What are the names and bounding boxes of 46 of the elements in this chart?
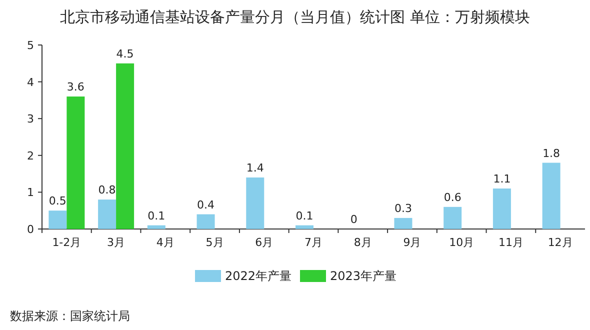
bar	[98, 200, 116, 229]
source-note: 数据来源：国家统计局	[10, 309, 130, 323]
x-tick-label: 8月	[354, 236, 372, 249]
y-tick-label: 2	[27, 149, 34, 162]
bar	[296, 225, 314, 229]
data-label: 0.1	[148, 209, 166, 222]
y-tick-label: 4	[27, 76, 34, 89]
data-label: 1.1	[493, 172, 511, 186]
bar	[492, 188, 511, 229]
x-tick-label: 9月	[403, 236, 422, 249]
x-tick-label: 7月	[304, 236, 322, 249]
bar	[542, 162, 560, 229]
chart-title: 北京市移动通信基站设备产量分月（当月值）统计图 单位：万射频模块	[60, 8, 530, 26]
x-tick-label: 10月	[449, 236, 474, 249]
y-tick-label: 0	[27, 223, 34, 236]
data-label: 1.4	[246, 161, 264, 174]
data-label: 0	[350, 213, 358, 226]
x-tick-label: 5月	[206, 236, 224, 249]
bar	[48, 210, 67, 229]
bar	[147, 225, 166, 229]
x-tick-label: 1-2月	[52, 236, 82, 249]
data-label: 4.5	[116, 47, 134, 60]
bar	[444, 206, 462, 229]
legend-label: 2022年产量	[225, 269, 292, 283]
data-label: 0.6	[444, 190, 462, 204]
data-label: 0.3	[394, 202, 412, 215]
x-tick-label: 11月	[498, 236, 524, 249]
x-tick-label: 3月	[107, 236, 126, 249]
x-tick-label: 12月	[548, 236, 573, 249]
bar	[394, 218, 412, 229]
x-tick-label: 6月	[255, 236, 274, 249]
bar	[196, 214, 215, 229]
bar	[246, 177, 264, 229]
data-label: 1.8	[542, 146, 560, 160]
y-tick-label: 3	[27, 112, 34, 126]
data-label: 0.4	[197, 198, 215, 212]
y-tick-label: 5	[27, 39, 34, 52]
bar	[116, 63, 134, 229]
legend-label: 2023年产量	[330, 269, 397, 283]
x-tick-label: 4月	[156, 236, 174, 249]
bar	[66, 96, 85, 229]
data-label: 0.8	[98, 184, 116, 197]
data-label: 0.1	[296, 209, 314, 222]
y-tick-label: 1	[27, 186, 34, 200]
data-label: 3.6	[66, 80, 84, 94]
data-label: 0.5	[48, 194, 66, 208]
